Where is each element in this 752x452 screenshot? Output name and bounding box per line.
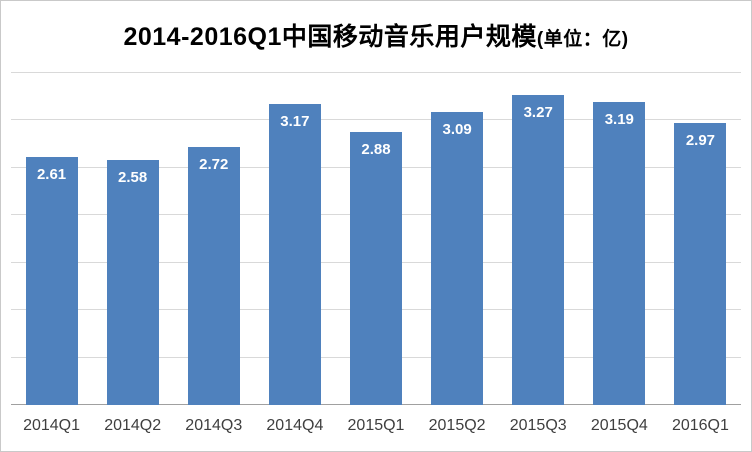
- bar-value-label: 3.19: [604, 111, 634, 129]
- bar-2015Q4: 3.19: [593, 102, 646, 405]
- x-tick-label: 2015Q3: [509, 417, 567, 434]
- bar-value-label: 2.97: [685, 132, 716, 150]
- x-tick-label: 2015Q2: [428, 417, 486, 434]
- bar-value-label: 2.88: [361, 140, 391, 158]
- bar-slot: 3.27: [498, 73, 579, 405]
- bar-slot: 2.88: [335, 73, 416, 405]
- x-tick-label: 2014Q3: [185, 417, 243, 434]
- bar-value-label: 3.17: [280, 113, 310, 131]
- x-tick-label: 2016Q1: [671, 417, 729, 434]
- bar-2014Q2: 2.58: [106, 160, 159, 405]
- bar-value-label: 2.61: [36, 166, 67, 184]
- bar-2016Q1: 2.97: [674, 123, 727, 405]
- x-tick-label: 2015Q1: [347, 417, 405, 434]
- chart-title-main: 2014-2016Q1中国移动音乐用户规模: [123, 23, 537, 51]
- bar-slot: 3.09: [417, 73, 498, 405]
- bar-value-label: 3.09: [442, 120, 472, 138]
- chart-title: 2014-2016Q1中国移动音乐用户规模(单位：亿): [1, 17, 751, 53]
- gridline: [11, 119, 741, 121]
- x-axis-labels: 2014Q1 2014Q2 2014Q3 2014Q4 2015Q1 2015Q2 2015…: [11, 405, 741, 451]
- plot-area: 2.61 2.58 2.72 3.17 2.88 3.09 3.27 3.19 2.97: [11, 72, 741, 405]
- x-tick-label: 2014Q2: [104, 417, 162, 434]
- bar-slot: 3.19: [579, 73, 660, 405]
- bar-slot: 2.58: [92, 73, 173, 405]
- x-tick-label: 2015Q4: [590, 417, 648, 434]
- bar-2014Q3: 2.72: [187, 147, 240, 405]
- bar-slot: 2.61: [11, 73, 92, 405]
- x-tick-label: 2014Q1: [23, 417, 81, 434]
- bar-slot: 2.97: [660, 73, 741, 405]
- gridline: [11, 72, 741, 73]
- bar-2014Q4: 3.17: [268, 104, 321, 405]
- bar-value-label: 3.27: [523, 103, 553, 121]
- bar-value-label: 2.58: [118, 169, 148, 187]
- bar-2015Q2: 3.09: [431, 111, 484, 405]
- bars-layer: 2.61 2.58 2.72 3.17 2.88 3.09 3.27 3.19 2.97: [11, 73, 741, 405]
- bar-2014Q1: 2.61: [25, 157, 78, 405]
- bar-2015Q3: 3.27: [512, 94, 565, 405]
- x-tick-label: 2014Q4: [266, 417, 324, 434]
- bar-2015Q1: 2.88: [349, 131, 402, 405]
- chart-title-unit: (单位：亿): [536, 29, 629, 50]
- bar-slot: 3.17: [254, 73, 335, 405]
- bar-slot: 2.72: [173, 73, 254, 405]
- bar-value-label: 2.72: [199, 156, 229, 173]
